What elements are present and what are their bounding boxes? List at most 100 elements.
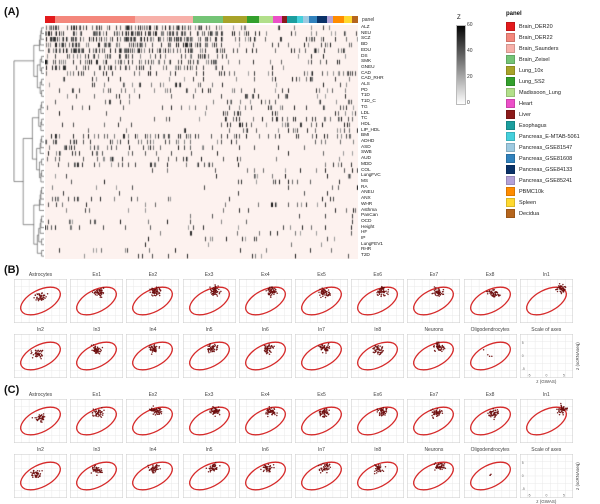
subplot-title: In8 bbox=[374, 327, 382, 333]
subplot-B-In3: In3 bbox=[70, 327, 124, 378]
scatter-plot-canvas bbox=[295, 334, 348, 378]
subplot-title: In6 bbox=[261, 447, 269, 453]
scale-xtick: 5 bbox=[563, 374, 565, 378]
heatmap-row-label-SWB: SWB bbox=[361, 150, 372, 156]
heatmap-row-label-T1D: T1D bbox=[361, 93, 370, 99]
subplot-B-Astrocytes: Astrocytes bbox=[14, 272, 67, 323]
confidence-ellipse bbox=[132, 461, 174, 491]
legend-swatch bbox=[506, 44, 515, 53]
subplot-B-In2: In2 bbox=[14, 327, 67, 378]
confidence-ellipse bbox=[132, 341, 174, 371]
confidence-ellipse bbox=[76, 406, 118, 436]
scatter-plot-canvas bbox=[463, 399, 517, 443]
subplot-B-In8: In8 bbox=[351, 327, 405, 378]
subplot-C-Ex3: Ex3 bbox=[182, 392, 236, 443]
heatmap-row-label-CAD: CAD bbox=[361, 70, 371, 76]
strip-segment-Brain_DER22 bbox=[55, 16, 135, 23]
scatter-plot-canvas bbox=[14, 334, 67, 378]
data-points bbox=[376, 285, 390, 298]
scale-xtick: 5 bbox=[563, 494, 565, 498]
legend-label: Decidua bbox=[519, 210, 540, 217]
heatmap-row-label-AUD: AUD bbox=[361, 156, 371, 162]
strip-segment-PBMC10k bbox=[333, 16, 344, 23]
legend-item-Lung_SS2: Lung_SS2 bbox=[506, 76, 545, 87]
subplot-C-Ex5: Ex5 bbox=[295, 392, 348, 443]
legend-item-Esophagus: Esophagus bbox=[506, 120, 547, 131]
scatter-plot-canvas bbox=[126, 334, 180, 378]
heatmap-row-label-BD: BD bbox=[361, 42, 368, 48]
legend-label: Brain_DER22 bbox=[519, 34, 553, 41]
subplot-B-In7: In7 bbox=[295, 327, 348, 378]
data-points bbox=[485, 288, 501, 298]
legend-swatch bbox=[506, 77, 515, 86]
data-points bbox=[263, 343, 275, 355]
legend-item-Decidua: Decidua bbox=[506, 208, 539, 219]
subplot-title: In1 bbox=[542, 392, 550, 398]
confidence-ellipse bbox=[244, 406, 286, 436]
scatter-plot-canvas bbox=[14, 399, 67, 443]
strip-segment-Pancreas_GSE81608 bbox=[309, 16, 317, 23]
subplot-C-Neurons: Neurons bbox=[407, 447, 461, 498]
subplot-title: In5 bbox=[205, 447, 213, 453]
subplot-B-Ex5: Ex5 bbox=[295, 272, 348, 323]
legend-swatch bbox=[506, 143, 515, 152]
confidence-ellipse bbox=[525, 286, 567, 316]
scatter-plot-canvas bbox=[70, 279, 124, 323]
subplot-C-In8: In8 bbox=[351, 447, 405, 498]
data-points bbox=[205, 462, 221, 473]
legend-label: Pancreas_GSE84133 bbox=[519, 166, 573, 173]
subplot-B-Ex1: Ex1 bbox=[70, 272, 124, 323]
legend-swatch bbox=[506, 187, 515, 196]
confidence-ellipse bbox=[469, 406, 511, 436]
heatmap-row-label-ADHD: ADHD bbox=[361, 139, 375, 145]
ylabel-C: z (scRNAseq) bbox=[575, 462, 580, 490]
subplot-B-Ex8: Ex8 bbox=[463, 272, 517, 323]
legend-label: Brain_Zeisel bbox=[519, 56, 550, 63]
subplot-title: Ex4 bbox=[260, 272, 270, 278]
subplot-B-In5: In5 bbox=[182, 327, 236, 378]
strip-segment-Decidua bbox=[352, 16, 358, 23]
confidence-ellipse bbox=[244, 341, 286, 371]
legend-swatch bbox=[506, 198, 515, 207]
heatmap-row-label-BMI: BMI bbox=[361, 133, 370, 139]
subplot-title: Oligodendrocytes bbox=[470, 447, 510, 453]
legend-label: Pancreas_GSE81547 bbox=[519, 144, 573, 151]
heatmap-row-label-ALS: ALS bbox=[361, 82, 370, 88]
subplot-B-Ex7: Ex7 bbox=[407, 272, 461, 323]
heatmap-row-label-TG: TG bbox=[361, 104, 368, 110]
heatmap-row-label-HF: HF bbox=[361, 230, 368, 236]
heatmap-row-label-SMK: SMK bbox=[361, 59, 372, 65]
scatter-plot-canvas bbox=[463, 279, 517, 323]
strip-segment-Pancreas_E-MTAB-5061 bbox=[297, 16, 303, 23]
scatter-plot-canvas bbox=[238, 279, 292, 323]
legend-swatch bbox=[506, 88, 515, 97]
subplot-title: Astrocytes bbox=[28, 272, 53, 278]
confidence-ellipse bbox=[188, 406, 230, 436]
ylabel-B: z (scRNAseq) bbox=[575, 342, 580, 370]
z-tick-60: 60 bbox=[467, 22, 473, 28]
confidence-ellipse bbox=[20, 406, 61, 436]
confidence-ellipse bbox=[301, 461, 342, 491]
legend-item-Brain_DER22: Brain_DER22 bbox=[506, 32, 553, 43]
scatter-plot-canvas bbox=[407, 279, 461, 323]
subplot-title: Scale of axes bbox=[531, 447, 562, 453]
confidence-ellipse bbox=[76, 341, 118, 371]
legend-item-Liver: Liver bbox=[506, 109, 531, 120]
panel-a-label: (A) bbox=[4, 6, 20, 18]
scatter-plot-canvas bbox=[407, 334, 461, 378]
heatmap-row-label-Height: Height bbox=[361, 224, 375, 230]
subplot-B-Ex2: Ex2 bbox=[126, 272, 180, 323]
confidence-ellipse bbox=[413, 286, 455, 316]
data-points bbox=[265, 286, 278, 298]
subplot-B-Ex4: Ex4 bbox=[238, 272, 292, 323]
subplot-B-Ex6: Ex6 bbox=[351, 272, 405, 323]
subplot-title: Astrocytes bbox=[28, 392, 53, 398]
data-points bbox=[91, 407, 105, 418]
data-points bbox=[208, 405, 220, 417]
scale-ytick: 5 bbox=[522, 461, 524, 465]
legend-item-Brain_Zeisel: Brain_Zeisel bbox=[506, 54, 550, 65]
data-points bbox=[372, 344, 385, 356]
scale-ytick: 5 bbox=[522, 341, 524, 345]
heatmap-row-label-ANX: ANX bbox=[361, 196, 371, 202]
legend-label: Esophagus bbox=[519, 122, 547, 129]
